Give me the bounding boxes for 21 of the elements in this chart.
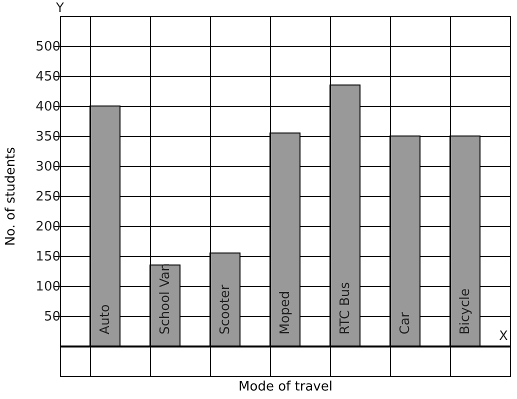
x-tick-label: Bicycle — [458, 288, 473, 334]
x-tick-label: RTC Bus — [338, 282, 353, 334]
y-tick-label: 200 — [36, 220, 60, 234]
y-tick-label: 150 — [36, 250, 60, 264]
y-tick-label: 100 — [36, 280, 60, 294]
y-tick-label: 450 — [36, 70, 60, 84]
x-tick-label: School Van — [158, 263, 173, 334]
y-tick-label: 400 — [36, 100, 60, 114]
text: Y — [55, 1, 64, 16]
y-tick-label: 50 — [44, 310, 60, 324]
x-tick-label: Scooter — [218, 284, 233, 334]
x-tick-label: Car — [398, 311, 413, 334]
x-axis-title: Mode of travel — [238, 380, 332, 394]
y-tick-label: 250 — [36, 190, 60, 204]
y-tick-label: 500 — [36, 40, 60, 54]
x-tick-label: Moped — [278, 290, 293, 334]
y-axis-title: No. of students — [4, 146, 19, 246]
y-tick-label: 300 — [36, 160, 60, 174]
annotation: X — [499, 329, 508, 344]
y-tick-label: 350 — [36, 130, 60, 144]
x-tick-label: Auto — [98, 304, 113, 334]
